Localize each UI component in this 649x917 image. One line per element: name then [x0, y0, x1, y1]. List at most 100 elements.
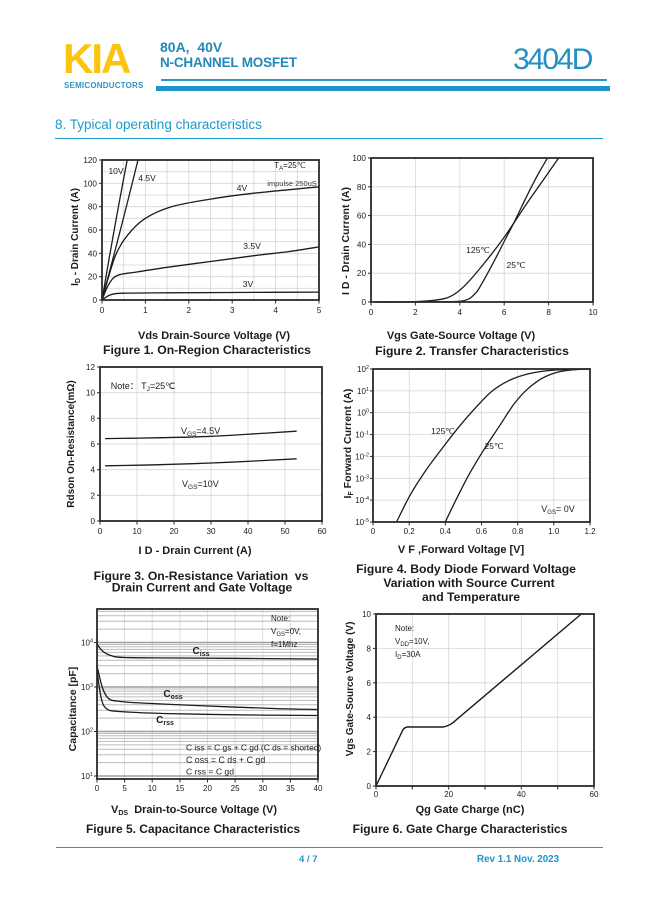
svg-text:0: 0	[371, 527, 376, 536]
svg-text:4: 4	[90, 466, 95, 475]
svg-text:100: 100	[83, 179, 97, 188]
svg-text:0.8: 0.8	[512, 527, 524, 536]
svg-text:30: 30	[206, 527, 216, 536]
svg-text:25: 25	[231, 784, 240, 793]
svg-text:VGS= 0V: VGS= 0V	[541, 504, 574, 516]
svg-text:Variation with Source Current: Variation with Source Current	[383, 576, 554, 590]
svg-text:Figure 1. On-Region Characteri: Figure 1. On-Region Characteristics	[103, 343, 311, 357]
svg-text:101: 101	[81, 772, 93, 781]
svg-text:TA=25℃: TA=25℃	[274, 161, 305, 172]
svg-text:Capacitance [pF]: Capacitance [pF]	[67, 667, 79, 752]
svg-text:10V: 10V	[108, 166, 123, 176]
svg-text:125℃: 125℃	[431, 426, 455, 436]
svg-text:0.2: 0.2	[404, 527, 416, 536]
svg-text:40: 40	[88, 249, 98, 258]
svg-text:Note:: Note:	[271, 614, 290, 623]
svg-text:I D - Drain Current (A): I D - Drain Current (A)	[340, 187, 352, 295]
svg-text:0: 0	[374, 790, 379, 799]
svg-text:Rdson On-Resistance(mΩ): Rdson On-Resistance(mΩ)	[66, 380, 77, 507]
svg-text:Vds Drain-Source Voltage (V): Vds Drain-Source Voltage (V)	[138, 330, 290, 342]
svg-text:2: 2	[90, 491, 95, 500]
svg-text:60: 60	[357, 212, 367, 221]
svg-text:0: 0	[100, 306, 105, 315]
svg-text:Crss: Crss	[156, 715, 174, 727]
svg-text:C iss = C gs + C gd (C ds = sh: C iss = C gs + C gd (C ds = shorted)	[186, 743, 321, 753]
svg-text:102: 102	[357, 365, 369, 374]
svg-text:5: 5	[317, 306, 322, 315]
svg-text:6: 6	[502, 308, 507, 317]
svg-text:Drain Current and Gate Voltage: Drain Current and Gate Voltage	[112, 581, 293, 595]
svg-text:Vgs Gate-Source Voltage (V): Vgs Gate-Source Voltage (V)	[387, 330, 536, 342]
svg-text:VDS Drain-to-Source Voltage (: VDS Drain-to-Source Voltage (V)	[111, 804, 277, 817]
svg-text:10: 10	[132, 527, 142, 536]
svg-text:impulse 250uS: impulse 250uS	[267, 179, 317, 188]
svg-text:10: 10	[588, 308, 598, 317]
svg-text:VDD=10V,: VDD=10V,	[395, 637, 429, 648]
svg-text:50: 50	[280, 527, 290, 536]
svg-text:0.6: 0.6	[476, 527, 488, 536]
svg-text:ID - Drain Current (A): ID - Drain Current (A)	[70, 188, 82, 286]
svg-text:4V: 4V	[237, 183, 248, 193]
svg-text:20: 20	[444, 790, 453, 799]
svg-text:4: 4	[458, 308, 463, 317]
svg-text:4: 4	[367, 713, 372, 722]
svg-text:0: 0	[361, 298, 366, 307]
svg-text:5: 5	[122, 784, 127, 793]
svg-text:Ciss: Ciss	[193, 646, 210, 658]
svg-text:40: 40	[314, 784, 323, 793]
svg-text:10-2: 10-2	[355, 452, 369, 461]
svg-text:102: 102	[81, 728, 93, 737]
svg-text:10-1: 10-1	[355, 431, 369, 440]
svg-text:15: 15	[175, 784, 184, 793]
svg-text:0: 0	[95, 784, 100, 793]
svg-text:3.5V: 3.5V	[243, 241, 261, 251]
svg-text:Note:: Note:	[395, 624, 414, 633]
svg-text:IF Forward Current (A): IF Forward Current (A)	[342, 389, 355, 499]
svg-text:120: 120	[83, 156, 97, 165]
svg-text:C rss = C gd: C rss = C gd	[186, 767, 234, 777]
svg-text:40: 40	[517, 790, 526, 799]
svg-text:80: 80	[357, 183, 367, 192]
svg-text:10: 10	[148, 784, 157, 793]
svg-text:60: 60	[317, 527, 327, 536]
svg-text:20: 20	[169, 527, 179, 536]
svg-text:40: 40	[243, 527, 253, 536]
svg-text:ID=30A: ID=30A	[395, 650, 421, 661]
svg-text:100: 100	[357, 409, 369, 418]
svg-text:10: 10	[86, 389, 96, 398]
svg-text:C oss = C ds + C gd: C oss = C ds + C gd	[186, 755, 265, 765]
svg-text:20: 20	[357, 269, 367, 278]
svg-text:12: 12	[86, 363, 96, 372]
svg-text:Note： TJ=25℃: Note： TJ=25℃	[111, 381, 175, 393]
svg-text:Figure 5. Capacitance Characte: Figure 5. Capacitance Characteristics	[86, 822, 300, 836]
svg-text:25℃: 25℃	[484, 441, 503, 451]
svg-text:8: 8	[546, 308, 551, 317]
svg-text:40: 40	[357, 240, 367, 249]
svg-text:10: 10	[362, 610, 371, 619]
svg-text:0: 0	[90, 517, 95, 526]
svg-text:0.4: 0.4	[440, 527, 452, 536]
svg-text:0: 0	[92, 296, 97, 305]
svg-text:10-5: 10-5	[355, 518, 369, 527]
svg-text:Figure 6. Gate Charge Characte: Figure 6. Gate Charge Characteristics	[353, 822, 568, 836]
svg-text:Vgs Gate-Source Voltage (V): Vgs Gate-Source Voltage (V)	[345, 622, 356, 757]
svg-text:V F ,Forward Voltage [V]: V F ,Forward Voltage [V]	[398, 544, 525, 556]
svg-text:I D - Drain Current (A): I D - Drain Current (A)	[138, 545, 251, 557]
svg-text:3V: 3V	[243, 279, 254, 289]
svg-text:VGS=10V: VGS=10V	[182, 479, 219, 491]
svg-text:80: 80	[88, 203, 98, 212]
svg-text:60: 60	[88, 226, 98, 235]
svg-text:VGS=0V,: VGS=0V,	[271, 627, 301, 638]
svg-text:30: 30	[258, 784, 267, 793]
svg-text:10-3: 10-3	[355, 474, 369, 483]
svg-text:20: 20	[88, 273, 98, 282]
svg-text:8: 8	[90, 414, 95, 423]
svg-text:2: 2	[187, 306, 192, 315]
svg-text:Figure 2. Transfer Characteris: Figure 2. Transfer Characteristics	[375, 344, 569, 358]
svg-text:and Temperature: and Temperature	[422, 590, 520, 604]
svg-text:0: 0	[369, 308, 374, 317]
svg-text:6: 6	[367, 679, 372, 688]
svg-text:0: 0	[367, 782, 372, 791]
svg-text:60: 60	[590, 790, 599, 799]
svg-text:101: 101	[357, 387, 369, 396]
